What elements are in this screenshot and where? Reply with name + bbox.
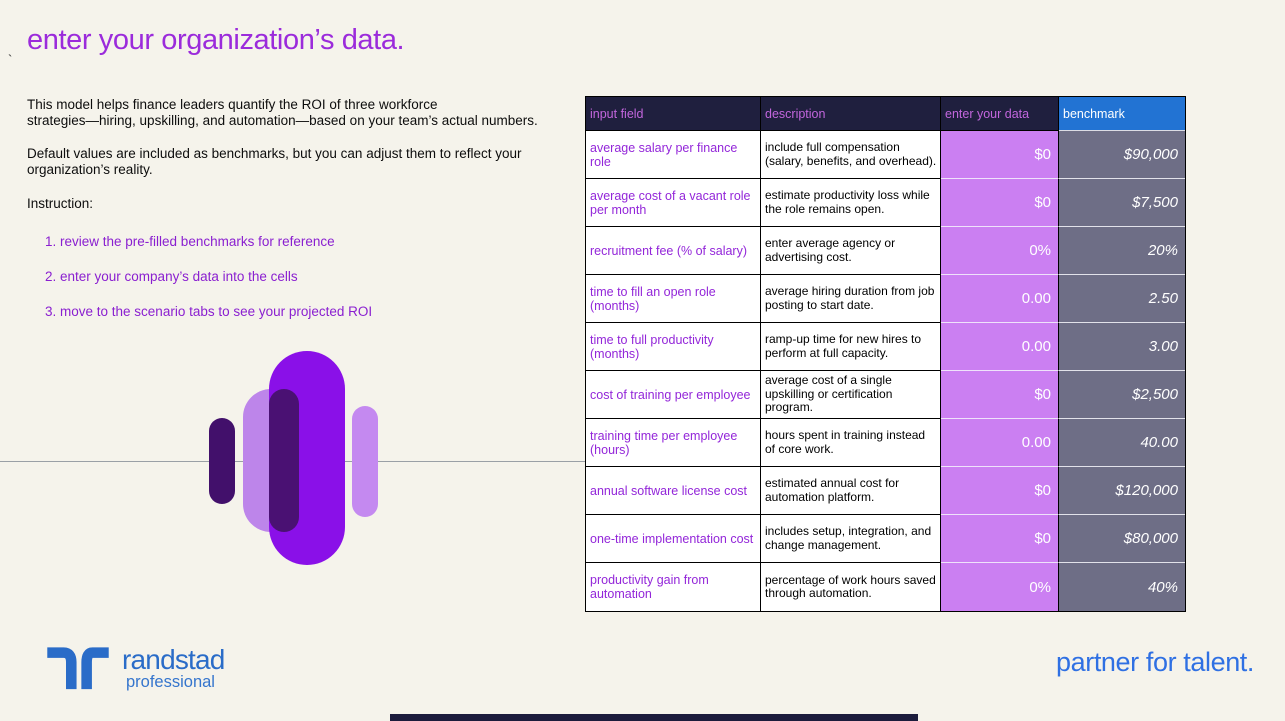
table-row: one-time implementation cost includes se… bbox=[586, 515, 1185, 563]
input-field-label: productivity gain from automation bbox=[586, 563, 761, 611]
column-header-benchmark: benchmark bbox=[1059, 97, 1185, 131]
wave-bar-overlap-icon bbox=[269, 389, 299, 532]
benchmark-cell: $90,000 bbox=[1059, 131, 1185, 179]
table-row: recruitment fee (% of salary) enter aver… bbox=[586, 227, 1185, 275]
randstad-logo-icon bbox=[47, 647, 109, 690]
stray-backtick-character: ` bbox=[8, 52, 13, 67]
intro-paragraph-2-line-1: Default values are included as benchmark… bbox=[27, 146, 522, 161]
instruction-step-2: 2. enter your company’s data into the ce… bbox=[45, 269, 298, 284]
field-description: average hiring duration from job posting… bbox=[761, 275, 941, 323]
field-description: includes setup, integration, and change … bbox=[761, 515, 941, 563]
benchmark-cell: 2.50 bbox=[1059, 275, 1185, 323]
benchmark-cell: 20% bbox=[1059, 227, 1185, 275]
benchmark-cell: $80,000 bbox=[1059, 515, 1185, 563]
benchmark-cell: $7,500 bbox=[1059, 179, 1185, 227]
data-entry-cell[interactable]: 0% bbox=[941, 563, 1059, 611]
data-entry-cell[interactable]: $0 bbox=[941, 515, 1059, 563]
instruction-label: Instruction: bbox=[27, 196, 94, 211]
table-row: average cost of a vacant role per month … bbox=[586, 179, 1185, 227]
table-row: annual software license cost estimated a… bbox=[586, 467, 1185, 515]
data-entry-cell[interactable]: 0.00 bbox=[941, 275, 1059, 323]
data-entry-cell[interactable]: 0% bbox=[941, 227, 1059, 275]
input-field-label: average salary per finance role bbox=[586, 131, 761, 179]
brand-tagline: partner for talent. bbox=[1056, 647, 1255, 677]
table-row: productivity gain from automation percen… bbox=[586, 563, 1185, 611]
page-title: enter your organization’s data. bbox=[27, 24, 405, 56]
wave-bar-small-dark-icon bbox=[209, 418, 235, 504]
data-entry-cell[interactable]: $0 bbox=[941, 371, 1059, 419]
brand-subtitle: professional bbox=[126, 673, 215, 691]
field-description: ramp-up time for new hires to perform at… bbox=[761, 323, 941, 371]
field-description: include full compensation (salary, benef… bbox=[761, 131, 941, 179]
data-entry-cell[interactable]: $0 bbox=[941, 131, 1059, 179]
table-row: time to fill an open role (months) avera… bbox=[586, 275, 1185, 323]
table-header-row: input field description enter your data … bbox=[586, 97, 1185, 131]
benchmark-cell: 40% bbox=[1059, 563, 1185, 611]
wave-bar-small-light-icon bbox=[352, 406, 378, 517]
input-field-label: cost of training per employee bbox=[586, 371, 761, 419]
field-description: average cost of a single upskilling or c… bbox=[761, 371, 941, 419]
input-field-label: recruitment fee (% of salary) bbox=[586, 227, 761, 275]
input-field-label: time to full productivity (months) bbox=[586, 323, 761, 371]
instruction-step-3: 3. move to the scenario tabs to see your… bbox=[45, 304, 373, 319]
input-data-table: input field description enter your data … bbox=[585, 96, 1186, 612]
field-description: percentage of work hours saved through a… bbox=[761, 563, 941, 611]
field-description: estimate productivity loss while the rol… bbox=[761, 179, 941, 227]
bottom-accent-bar bbox=[390, 714, 918, 721]
intro-paragraph-2-line-2: organization’s reality. bbox=[27, 162, 153, 177]
table-row: training time per employee (hours) hours… bbox=[586, 419, 1185, 467]
input-field-label: average cost of a vacant role per month bbox=[586, 179, 761, 227]
benchmark-cell: 3.00 bbox=[1059, 323, 1185, 371]
field-description: hours spent in training instead of core … bbox=[761, 419, 941, 467]
input-field-label: annual software license cost bbox=[586, 467, 761, 515]
brand-name: randstad bbox=[122, 644, 225, 675]
table-row: time to full productivity (months) ramp-… bbox=[586, 323, 1185, 371]
column-header-input-field: input field bbox=[586, 97, 761, 131]
benchmark-cell: 40.00 bbox=[1059, 419, 1185, 467]
input-field-label: time to fill an open role (months) bbox=[586, 275, 761, 323]
field-description: enter average agency or advertising cost… bbox=[761, 227, 941, 275]
benchmark-cell: $2,500 bbox=[1059, 371, 1185, 419]
field-description: estimated annual cost for automation pla… bbox=[761, 467, 941, 515]
table-row: average salary per finance role include … bbox=[586, 131, 1185, 179]
column-header-description: description bbox=[761, 97, 941, 131]
input-field-label: one-time implementation cost bbox=[586, 515, 761, 563]
instruction-step-1: 1. review the pre-filled benchmarks for … bbox=[45, 234, 335, 249]
input-field-label: training time per employee (hours) bbox=[586, 419, 761, 467]
benchmark-cell: $120,000 bbox=[1059, 467, 1185, 515]
data-entry-cell[interactable]: $0 bbox=[941, 467, 1059, 515]
intro-paragraph-1-line-2: strategies—hiring, upskilling, and autom… bbox=[27, 113, 538, 128]
data-entry-cell[interactable]: 0.00 bbox=[941, 419, 1059, 467]
data-entry-cell[interactable]: $0 bbox=[941, 179, 1059, 227]
intro-paragraph-1-line-1: This model helps finance leaders quantif… bbox=[27, 97, 438, 112]
table-row: cost of training per employee average co… bbox=[586, 371, 1185, 419]
data-entry-cell[interactable]: 0.00 bbox=[941, 323, 1059, 371]
column-header-enter-your-data: enter your data bbox=[941, 97, 1059, 131]
